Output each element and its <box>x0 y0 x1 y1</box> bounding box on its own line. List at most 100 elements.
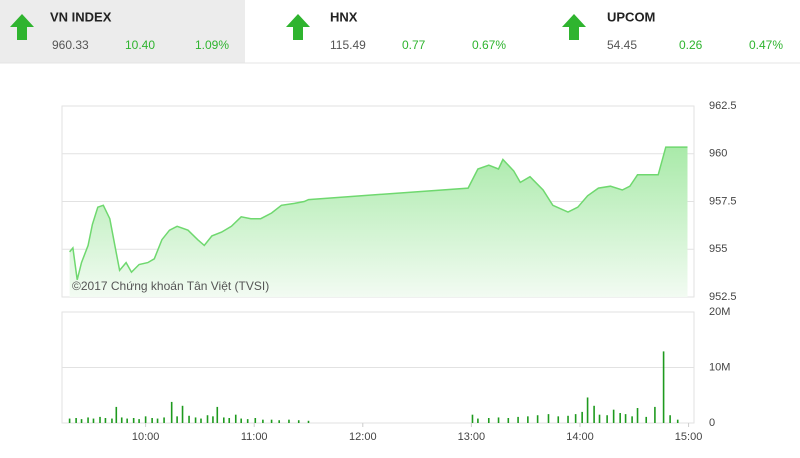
volume-bar <box>104 418 107 423</box>
volume-bar <box>606 415 608 423</box>
y-tick-label: 955 <box>709 243 727 255</box>
volume-bar <box>619 413 621 423</box>
volume-bar <box>288 419 290 423</box>
volume-bar <box>477 418 479 423</box>
volume-bar <box>170 401 173 423</box>
volume-bar <box>497 417 500 423</box>
volume-bar <box>80 419 83 423</box>
index-name: VN INDEX <box>50 9 112 24</box>
volume-bar <box>228 418 231 423</box>
volume-bar <box>200 418 202 423</box>
volume-bar <box>567 415 569 423</box>
volume-bar <box>297 420 300 423</box>
y-tick-label: 0 <box>709 417 715 429</box>
volume-bar <box>212 416 214 423</box>
volume-bar <box>586 397 589 423</box>
volume-bar <box>676 419 679 423</box>
volume-bar <box>581 411 583 423</box>
volume-bar <box>181 405 184 423</box>
y-tick-label: 957.5 <box>709 195 737 207</box>
volume-bar <box>99 416 101 423</box>
volume-bar <box>254 418 257 423</box>
y-tick-label: 20M <box>709 306 730 318</box>
volume-bar <box>240 418 242 423</box>
volume-bar <box>144 416 147 423</box>
volume-bar <box>115 406 118 423</box>
copyright: ©2017 Chứng khoán Tân Việt (TVSI) <box>72 279 269 293</box>
x-tick-label: 13:00 <box>458 431 486 443</box>
volume-bar <box>151 418 153 423</box>
price-line <box>69 146 688 280</box>
volume-bar <box>176 416 178 423</box>
up-arrow <box>286 14 310 40</box>
volume-bar <box>598 414 601 423</box>
volume-bar <box>487 418 490 423</box>
index-value: 54.45 <box>607 38 637 52</box>
volume-bar <box>75 418 77 423</box>
volume-bar <box>270 419 273 423</box>
volume-bar <box>126 418 128 423</box>
x-tick-label: 14:00 <box>566 431 594 443</box>
volume-bar <box>138 419 140 423</box>
volume-bar <box>188 415 190 423</box>
index-value: 960.33 <box>52 38 89 52</box>
volume-bar <box>645 416 648 423</box>
volume-bar <box>216 406 219 423</box>
volume-bar <box>206 415 209 423</box>
volume-bar <box>262 419 264 423</box>
volume-bar <box>68 418 71 423</box>
volume-bar <box>624 414 627 423</box>
volume-bar <box>536 415 539 423</box>
up-arrow <box>562 14 586 40</box>
y-tick-label: 962.5 <box>709 100 737 112</box>
index-name: UPCOM <box>607 9 655 24</box>
index-change: 0.77 <box>402 38 426 52</box>
index-name: HNX <box>330 9 358 24</box>
volume-bar <box>507 418 510 423</box>
volume-bar <box>163 417 165 423</box>
volume-bar <box>246 419 249 423</box>
index-value: 115.49 <box>330 38 366 52</box>
price-area <box>69 147 688 297</box>
active-tab <box>0 0 245 63</box>
volume-bar <box>92 418 95 423</box>
volume-bar <box>132 418 135 423</box>
volume-bar <box>574 414 577 423</box>
x-tick-label: 12:00 <box>349 431 377 443</box>
volume-bar <box>593 405 595 423</box>
index-change: 0.26 <box>679 38 703 52</box>
volume-bar <box>636 408 639 423</box>
volume-bar <box>662 351 665 423</box>
volume-bar <box>654 406 656 423</box>
y-tick-label: 10M <box>709 361 730 373</box>
volume-bar <box>527 416 529 423</box>
volume-bar <box>278 420 280 423</box>
y-tick-label: 952.5 <box>709 291 737 303</box>
x-tick-label: 11:00 <box>241 431 268 443</box>
volume-bar <box>517 416 519 423</box>
index-percent: 0.47% <box>749 38 783 52</box>
volume-bar <box>111 418 113 423</box>
index-percent: 1.09% <box>195 38 229 52</box>
volume-bar <box>631 416 633 423</box>
y-tick-label: 960 <box>709 148 727 160</box>
volume-bar <box>234 414 237 423</box>
volume-bar <box>471 414 474 423</box>
volume-bar <box>547 414 550 423</box>
x-tick-label: 15:00 <box>675 431 703 443</box>
x-tick-label: 10:00 <box>132 431 160 443</box>
volume-bar <box>87 417 89 423</box>
volume-bar <box>156 418 159 423</box>
volume-bar <box>307 420 310 423</box>
volume-bar <box>557 416 560 423</box>
index-change: 10.40 <box>125 38 155 52</box>
volume-bar <box>194 417 197 423</box>
volume-bar <box>669 415 671 423</box>
volume-bar <box>612 409 615 423</box>
up-arrow <box>10 14 34 40</box>
volume-bar <box>120 417 123 423</box>
volume-bar <box>223 417 225 423</box>
index-percent: 0.67% <box>472 38 506 52</box>
